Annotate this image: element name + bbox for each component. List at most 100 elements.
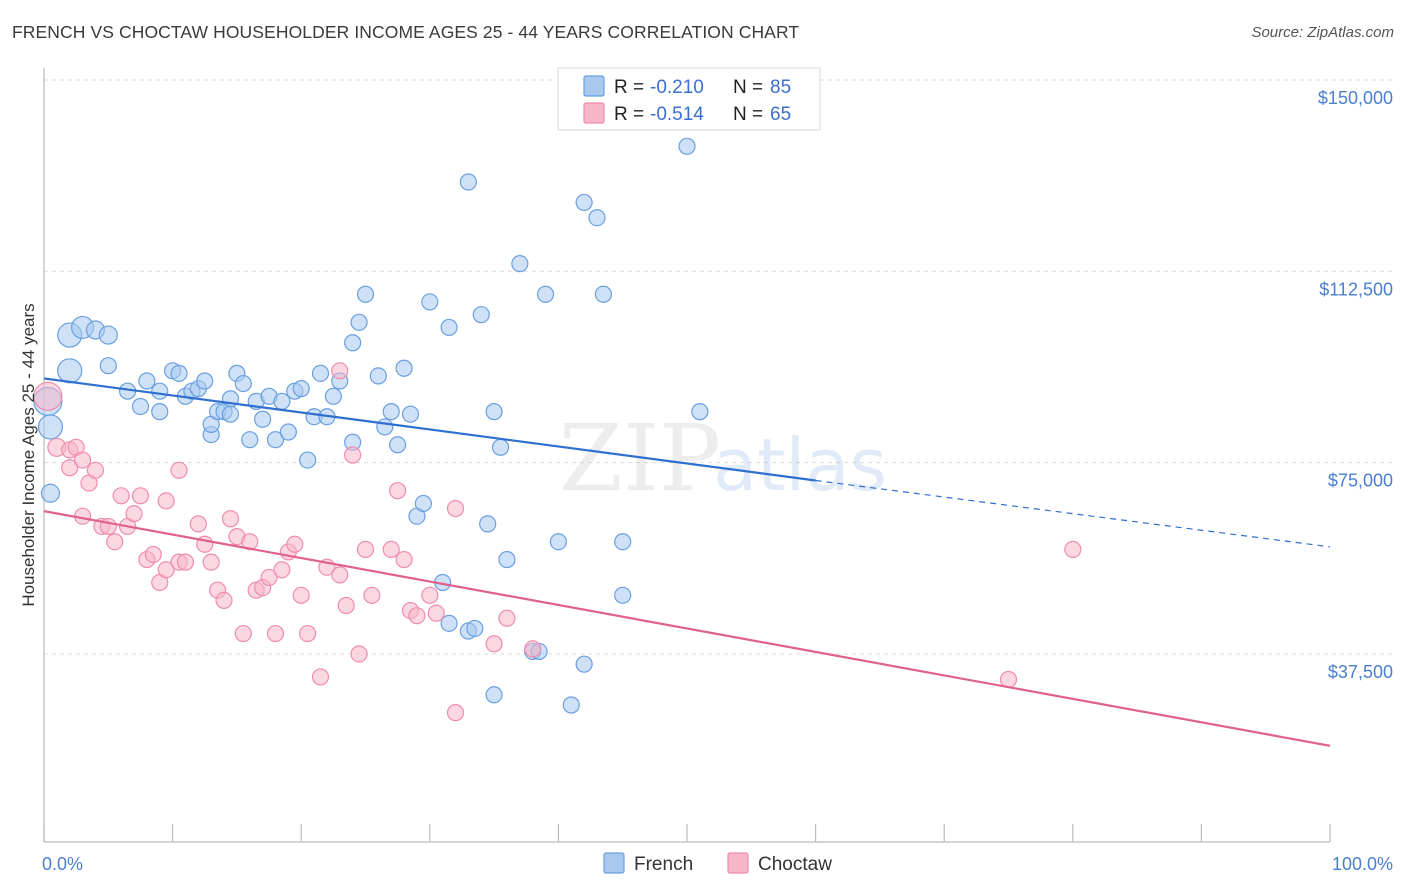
- legend-swatch-choctaw: [583, 102, 605, 124]
- choctaw-point-48: [350, 645, 368, 663]
- french-point-54: [414, 494, 432, 513]
- legend-swatch-french: [583, 75, 605, 97]
- choctaw-point-15: [131, 487, 150, 505]
- series-french: [33, 137, 709, 714]
- french-point-7: [98, 325, 118, 345]
- legend: R = -0.210 N = 85 R = -0.514 N = 65: [557, 67, 821, 131]
- choctaw-point-26: [202, 553, 220, 571]
- choctaw-point-58: [446, 499, 465, 518]
- french-point-39: [311, 364, 330, 382]
- x-tick-label-1: 100.0%: [1332, 854, 1393, 874]
- legend-r-value-choctaw: -0.514: [650, 104, 704, 125]
- y-tick-label-2: $112,500: [1319, 279, 1393, 299]
- chart-source: Source: ZipAtlas.com: [1251, 24, 1394, 41]
- french-point-37: [299, 451, 317, 469]
- legend-r-label-french: R =: [614, 77, 644, 98]
- choctaw-point-49: [356, 540, 375, 558]
- french-point-72: [549, 533, 568, 551]
- french-point-68: [511, 255, 529, 273]
- choctaw-point-12: [112, 487, 130, 505]
- french-point-60: [466, 619, 484, 638]
- chart-title: FRENCH VS CHOCTAW HOUSEHOLDER INCOME AGE…: [12, 22, 800, 42]
- french-point-47: [369, 367, 387, 385]
- french-point-62: [472, 306, 490, 324]
- choctaw-point-5: [73, 451, 92, 469]
- choctaw-point-8: [86, 461, 105, 479]
- french-point-45: [350, 313, 368, 331]
- choctaw-point-40: [292, 586, 310, 604]
- choctaw-point-61: [498, 609, 516, 627]
- choctaw-point-17: [144, 545, 162, 564]
- choctaw-point-23: [176, 553, 195, 571]
- french-point-30: [254, 410, 272, 428]
- y-axis-label: Householder Income Ages 25 - 44 years: [19, 303, 38, 606]
- bottom-legend-choctaw: Choctaw: [758, 854, 832, 875]
- french-point-63: [479, 515, 497, 533]
- french-point-58: [440, 318, 458, 337]
- french-trend-line-extension: [815, 479, 1331, 548]
- french-point-73: [562, 696, 580, 714]
- choctaw-point-22: [170, 461, 188, 479]
- choctaw-point-46: [337, 596, 355, 615]
- choctaw-point-29: [221, 510, 240, 528]
- choctaw-point-37: [273, 561, 291, 579]
- watermark: ZIP atlas: [559, 405, 887, 512]
- french-point-46: [356, 285, 375, 303]
- french-point-78: [614, 533, 632, 551]
- french-point-41: [324, 387, 342, 405]
- french-point-32: [266, 431, 285, 449]
- french-point-64: [485, 686, 503, 704]
- bottom-legend-french: French: [634, 854, 693, 875]
- grid-lines: [44, 79, 1395, 655]
- french-point-51: [395, 359, 413, 377]
- series-choctaw: [33, 362, 1082, 722]
- choctaw-point-52: [389, 482, 407, 500]
- choctaw-point-47: [344, 446, 362, 464]
- french-point-15: [170, 364, 188, 382]
- tick-labels: $37,500 $75,000 $112,500 $150,000 0.0% 100.0%: [42, 88, 1393, 874]
- choctaw-point-45: [331, 566, 349, 584]
- choctaw-point-28: [215, 591, 233, 609]
- french-point-44: [344, 334, 362, 352]
- french-point-74: [575, 193, 593, 212]
- french-point-2: [40, 483, 61, 503]
- french-point-57: [440, 614, 458, 632]
- french-trend-line: [43, 377, 816, 482]
- choctaw-point-20: [157, 561, 175, 579]
- choctaw-point-41: [299, 624, 317, 643]
- choctaw-trend-line: [43, 510, 1331, 747]
- french-point-52: [401, 405, 420, 423]
- french-point-28: [241, 431, 259, 449]
- french-point-77: [594, 285, 613, 303]
- choctaw-point-44: [331, 362, 349, 380]
- bottom-legend-swatch-french: [603, 852, 625, 874]
- french-point-66: [491, 438, 510, 456]
- french-point-19: [196, 372, 214, 390]
- legend-n-value-choctaw: 65: [770, 104, 791, 125]
- y-tick-label-3: $150,000: [1318, 88, 1393, 108]
- french-point-65: [485, 403, 503, 421]
- french-point-36: [292, 380, 310, 398]
- french-point-13: [151, 382, 169, 400]
- choctaw-point-53: [395, 550, 413, 569]
- choctaw-point-50: [363, 586, 381, 604]
- x-tick-label-0: 0.0%: [42, 854, 83, 874]
- choctaw-point-19: [157, 492, 175, 510]
- choctaw-point-60: [485, 635, 503, 653]
- french-point-55: [421, 293, 439, 311]
- choctaw-point-0: [33, 381, 63, 411]
- bottom-legend-swatch-choctaw: [727, 852, 749, 874]
- legend-n-value-french: 85: [770, 77, 791, 98]
- french-point-71: [536, 285, 555, 303]
- choctaw-point-42: [311, 668, 330, 686]
- french-point-61: [459, 173, 477, 191]
- french-point-79: [614, 586, 632, 604]
- y-tick-label-1: $75,000: [1328, 471, 1393, 491]
- french-point-25: [221, 405, 240, 423]
- axes: [43, 68, 1331, 843]
- legend-n-label-choctaw: N =: [733, 104, 763, 125]
- watermark-atlas: atlas: [713, 423, 887, 507]
- french-point-34: [279, 423, 297, 441]
- french-point-10: [131, 397, 150, 416]
